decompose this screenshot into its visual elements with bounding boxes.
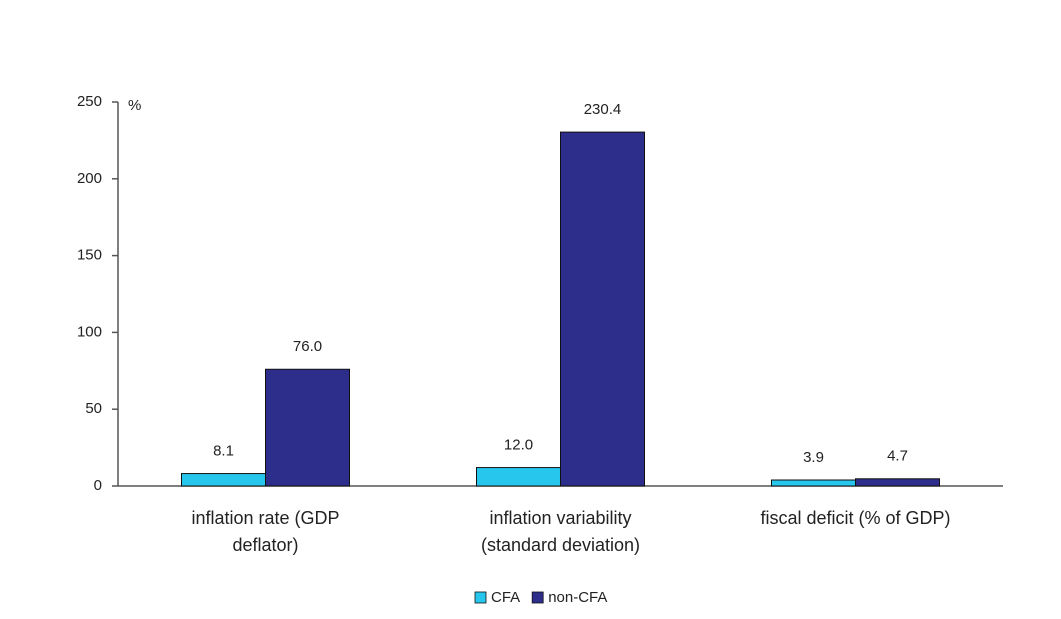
data-label: 76.0 bbox=[293, 338, 322, 355]
y-tick-label: 150 bbox=[77, 247, 102, 264]
x-tick-label: inflation rate (GDP bbox=[191, 508, 339, 528]
y-tick-label: 50 bbox=[85, 400, 102, 417]
bar bbox=[560, 131, 645, 487]
data-label: 4.7 bbox=[887, 448, 908, 465]
x-tick-label: (standard deviation) bbox=[481, 535, 640, 555]
y-axis-unit: % bbox=[128, 97, 141, 114]
legend-swatch bbox=[531, 591, 544, 604]
y-tick-label: 0 bbox=[94, 477, 102, 494]
x-tick-label: deflator) bbox=[232, 535, 298, 555]
bar bbox=[265, 368, 350, 487]
data-label: 230.4 bbox=[584, 101, 622, 118]
data-label: 12.0 bbox=[504, 437, 533, 454]
data-label: 8.1 bbox=[213, 443, 234, 460]
bar bbox=[771, 479, 856, 487]
legend-label: non-CFA bbox=[548, 589, 607, 606]
data-label: 3.9 bbox=[803, 449, 824, 466]
legend-label: CFA bbox=[491, 589, 520, 606]
bar bbox=[855, 478, 940, 487]
x-tick-label: inflation variability bbox=[489, 508, 631, 528]
legend-swatch bbox=[474, 591, 487, 604]
y-tick-label: 100 bbox=[77, 323, 102, 340]
y-tick-label: 250 bbox=[77, 93, 102, 110]
bar bbox=[476, 467, 561, 487]
x-tick-label: fiscal deficit (% of GDP) bbox=[760, 508, 950, 528]
y-tick-label: 200 bbox=[77, 170, 102, 187]
bar bbox=[181, 473, 266, 487]
